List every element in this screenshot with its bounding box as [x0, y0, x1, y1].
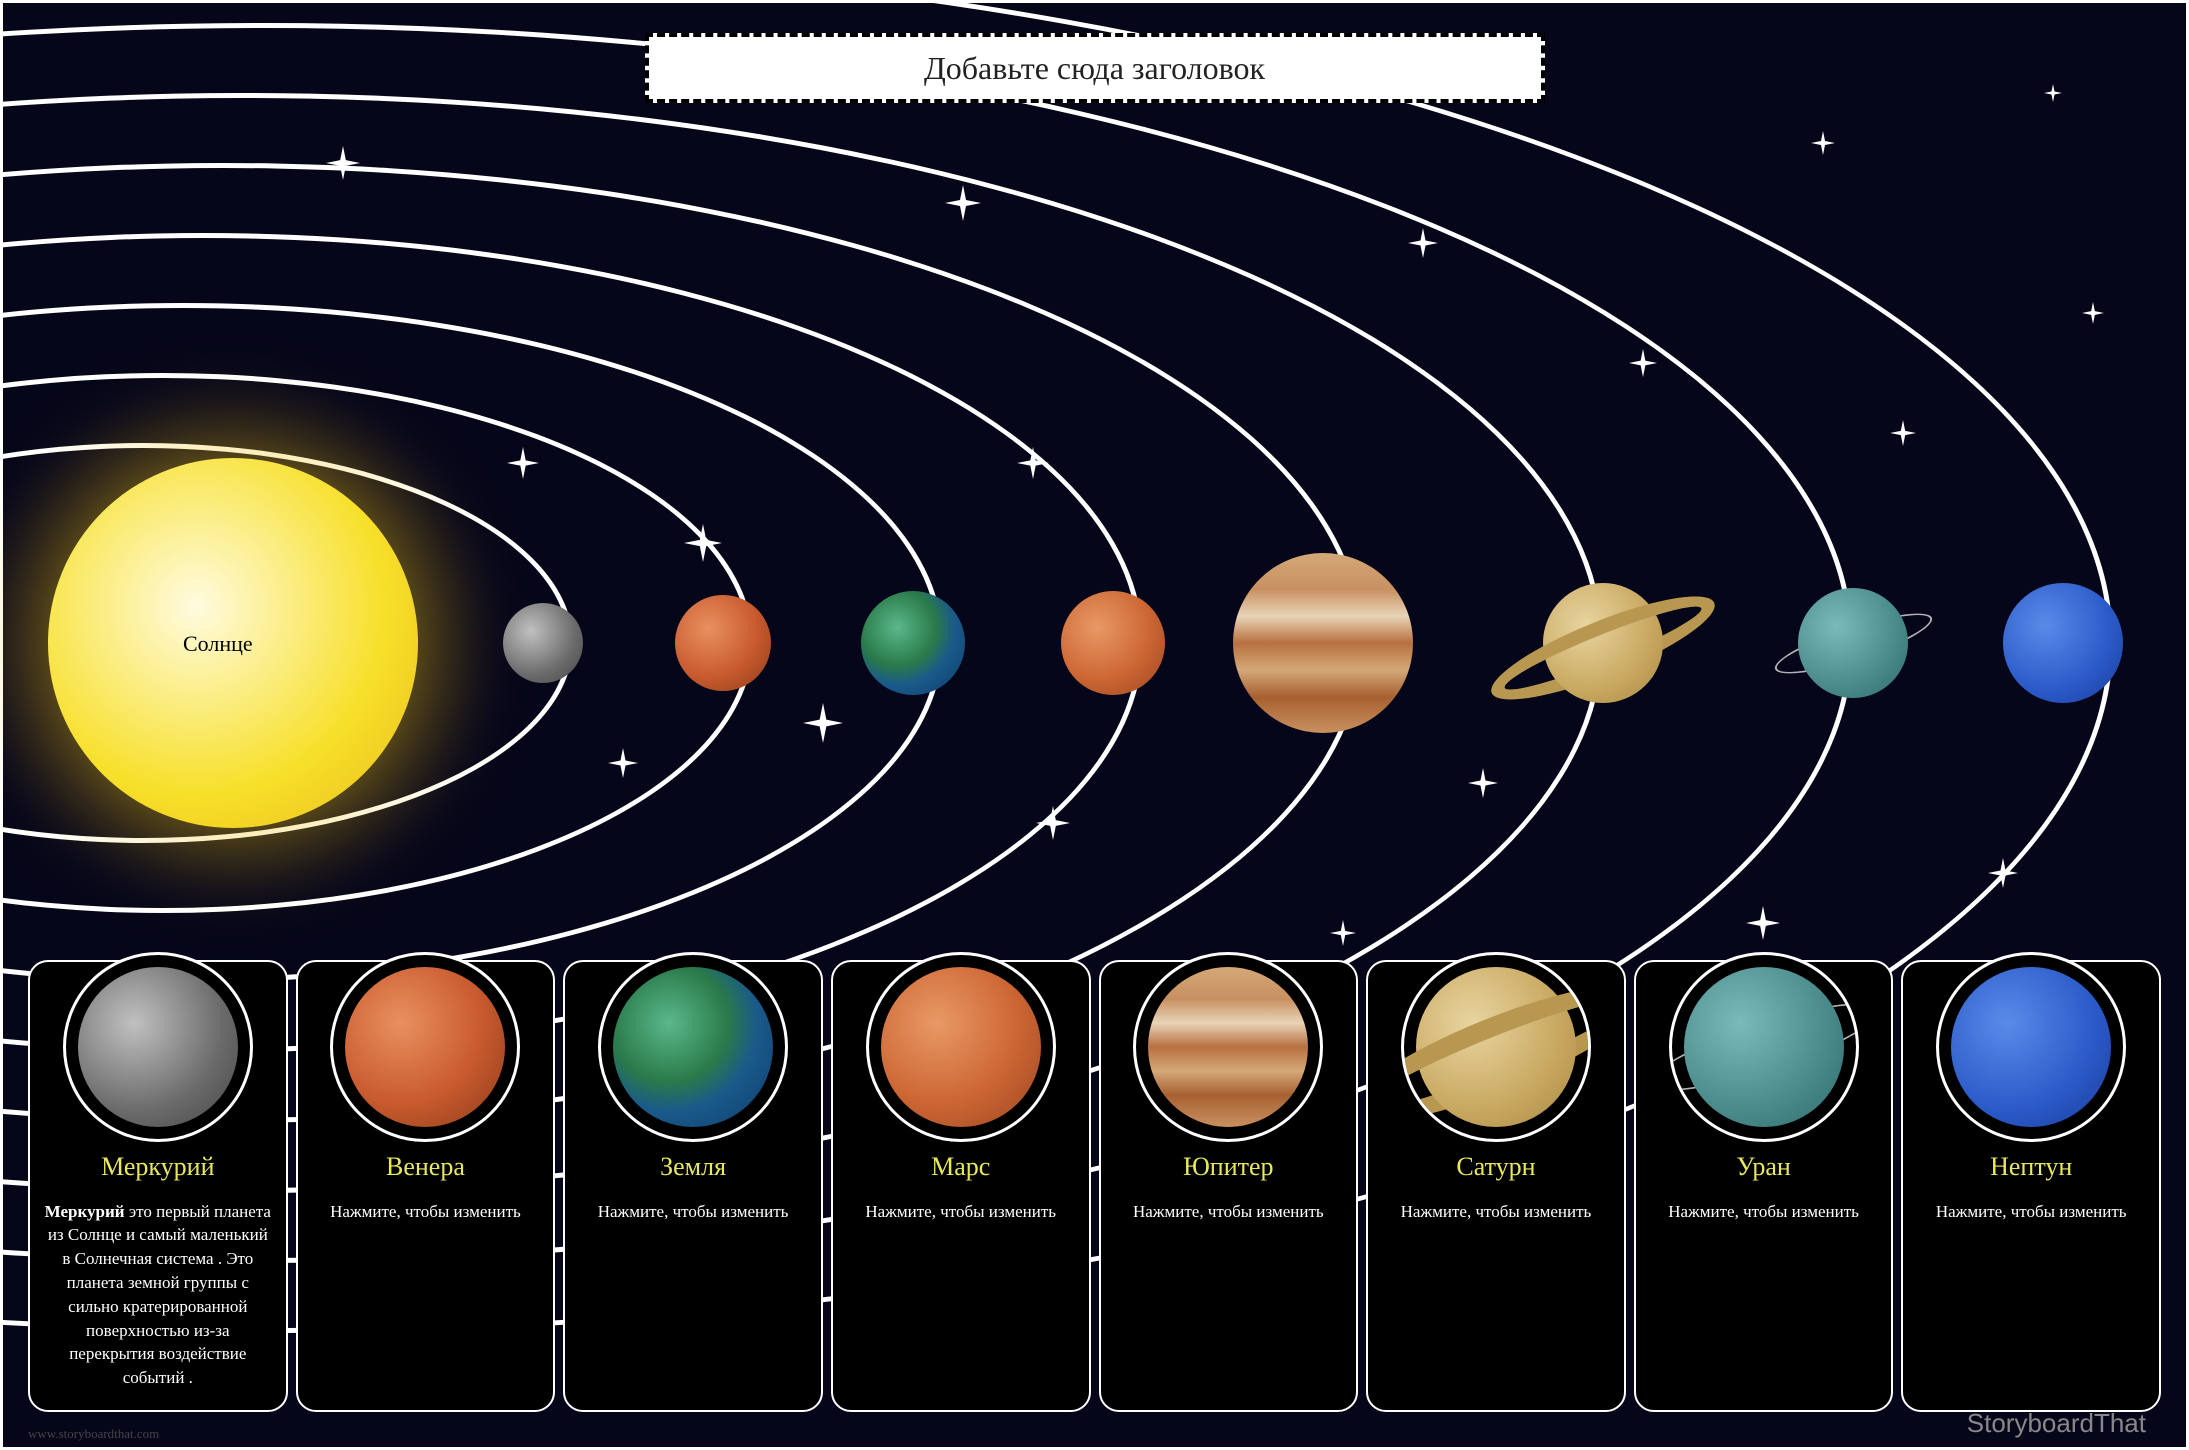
planet-uranus: [1798, 588, 1908, 698]
planet-saturn: [1543, 583, 1663, 703]
card-planet-description[interactable]: Нажмите, чтобы изменить: [1915, 1200, 2147, 1224]
planet-mars: [1061, 591, 1165, 695]
card-planet-icon: [866, 952, 1056, 1142]
star-icon: [1746, 906, 1780, 940]
star-icon: [1408, 228, 1438, 258]
planet-card-7[interactable]: Нептун Нажмите, чтобы изменить: [1901, 960, 2161, 1412]
card-planet-description[interactable]: Нажмите, чтобы изменить: [310, 1200, 542, 1224]
star-icon: [1468, 768, 1498, 798]
card-planet-name: Меркурий: [42, 1152, 274, 1182]
star-icon: [1330, 920, 1356, 946]
card-planet-name: Уран: [1648, 1152, 1880, 1182]
star-icon: [1036, 806, 1070, 840]
card-planet-description[interactable]: Нажмите, чтобы изменить: [1648, 1200, 1880, 1224]
planet-neptune: [2003, 583, 2123, 703]
card-planet-icon: [1133, 952, 1323, 1142]
star-icon: [2082, 302, 2104, 324]
planet-card-4[interactable]: Юпитер Нажмите, чтобы изменить: [1099, 960, 1359, 1412]
card-planet-description[interactable]: Нажмите, чтобы изменить: [577, 1200, 809, 1224]
planet-card-1[interactable]: Венера Нажмите, чтобы изменить: [296, 960, 556, 1412]
card-planet-name: Венера: [310, 1152, 542, 1182]
planet-cards-row: Меркурий Меркурий это первый планета из С…: [28, 960, 2161, 1412]
card-planet-icon: [598, 952, 788, 1142]
card-planet-icon: [330, 952, 520, 1142]
card-planet-name: Земля: [577, 1152, 809, 1182]
card-planet-name: Нептун: [1915, 1152, 2147, 1182]
card-planet-icon: [1401, 952, 1591, 1142]
card-planet-icon: [1669, 952, 1859, 1142]
footer-link: www.storyboardthat.com: [28, 1426, 159, 1442]
planet-card-6[interactable]: Уран Нажмите, чтобы изменить: [1634, 960, 1894, 1412]
star-icon: [326, 146, 360, 180]
planet-card-0[interactable]: Меркурий Меркурий это первый планета из С…: [28, 960, 288, 1412]
card-planet-description[interactable]: Нажмите, чтобы изменить: [845, 1200, 1077, 1224]
title-banner[interactable]: Добавьте сюда заголовок: [645, 33, 1545, 103]
watermark-text: StoryboardThat: [1967, 1408, 2146, 1439]
planet-mercury: [503, 603, 583, 683]
title-text: Добавьте сюда заголовок: [924, 50, 1265, 87]
star-icon: [2044, 84, 2062, 102]
sun-label: Солнце: [183, 631, 253, 657]
star-icon: [1629, 349, 1657, 377]
card-planet-description[interactable]: Нажмите, чтобы изменить: [1380, 1200, 1612, 1224]
card-planet-icon: [1936, 952, 2126, 1142]
planet-card-2[interactable]: Земля Нажмите, чтобы изменить: [563, 960, 823, 1412]
star-icon: [507, 447, 539, 479]
card-planet-description[interactable]: Меркурий это первый планета из Солнце и …: [42, 1200, 274, 1390]
planet-earth: [861, 591, 965, 695]
card-planet-name: Сатурн: [1380, 1152, 1612, 1182]
card-planet-name: Юпитер: [1113, 1152, 1345, 1182]
planet-card-3[interactable]: Марс Нажмите, чтобы изменить: [831, 960, 1091, 1412]
star-icon: [1890, 420, 1916, 446]
star-icon: [608, 748, 638, 778]
poster-frame: Солнце Добавьте сюда заголовок МеркурийМ…: [0, 0, 2189, 1450]
planet-venus: [675, 595, 771, 691]
card-planet-name: Марс: [845, 1152, 1077, 1182]
planet-jupiter: [1233, 553, 1413, 733]
card-planet-icon: [63, 952, 253, 1142]
star-icon: [803, 703, 843, 743]
star-icon: [1811, 131, 1835, 155]
card-planet-description[interactable]: Нажмите, чтобы изменить: [1113, 1200, 1345, 1224]
star-icon: [684, 524, 722, 562]
planet-card-5[interactable]: Сатурн Нажмите, чтобы изменить: [1366, 960, 1626, 1412]
star-icon: [945, 185, 981, 221]
star-icon: [1017, 447, 1049, 479]
star-icon: [1988, 858, 2018, 888]
